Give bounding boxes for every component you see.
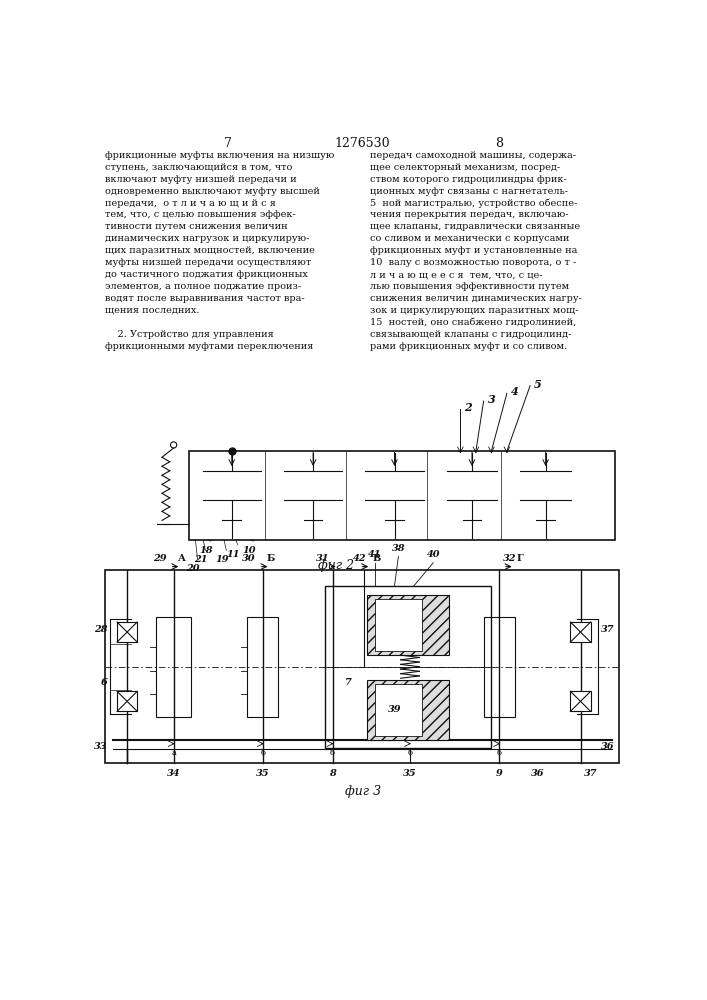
Text: тивности путем снижения величин: тивности путем снижения величин [105, 222, 288, 231]
Text: 15  ностей, оно снабжено гидролинией,: 15 ностей, оно снабжено гидролинией, [370, 318, 576, 327]
Text: 20: 20 [186, 564, 200, 573]
Text: 9: 9 [496, 769, 503, 778]
Bar [368, 595, 449, 655]
Bar [117, 622, 137, 642]
Text: 29: 29 [153, 554, 166, 563]
Text: 10  валу с возможностью поворота, о т -: 10 валу с возможностью поворота, о т - [370, 258, 576, 267]
Text: включают муфту низшей передачи и: включают муфту низшей передачи и [105, 175, 297, 184]
Text: а: а [171, 749, 176, 757]
Text: 37: 37 [585, 769, 598, 778]
Text: 21: 21 [194, 555, 207, 564]
Text: б: б [407, 749, 412, 757]
Text: связывающей клапаны с гидроцилинд-: связывающей клапаны с гидроцилинд- [370, 330, 571, 339]
Text: 41: 41 [368, 550, 382, 559]
Text: ступень, заключающийся в том, что: ступень, заключающийся в том, что [105, 163, 293, 172]
Bar [247, 617, 279, 717]
Text: 42: 42 [353, 554, 366, 563]
Text: Б: Б [267, 554, 275, 563]
Text: передачи,  о т л и ч а ю щ и й с я: передачи, о т л и ч а ю щ и й с я [105, 199, 276, 208]
Text: Г: Г [516, 554, 523, 563]
Text: б: б [496, 749, 502, 757]
Bar [368, 680, 449, 740]
Bar [117, 691, 137, 711]
Bar [571, 691, 590, 711]
Text: зок и циркулирующих паразитных мощ-: зок и циркулирующих паразитных мощ- [370, 306, 578, 315]
Text: 30: 30 [242, 554, 255, 563]
Text: ционных муфт связаны с нагнетатель-: ционных муфт связаны с нагнетатель- [370, 187, 568, 196]
Text: муфты низшей передачи осуществляют: муфты низшей передачи осуществляют [105, 258, 312, 267]
Text: со сливом и механически с корпусами: со сливом и механически с корпусами [370, 234, 569, 243]
Text: тем, что, с целью повышения эффек-: тем, что, с целью повышения эффек- [105, 210, 296, 219]
Text: 34: 34 [167, 769, 180, 778]
Bar [325, 586, 491, 748]
Text: рами фрикционных муфт и со сливом.: рами фрикционных муфт и со сливом. [370, 342, 567, 351]
Text: 5: 5 [534, 379, 542, 390]
Text: 31: 31 [317, 554, 330, 563]
Text: щения последних.: щения последних. [105, 306, 200, 315]
Bar [571, 622, 590, 642]
Text: фрикционных муфт и установленные на: фрикционных муфт и установленные на [370, 246, 577, 255]
Text: до частичного поджатия фрикционных: до частичного поджатия фрикционных [105, 270, 308, 279]
Text: щее селекторный механизм, посред-: щее селекторный механизм, посред- [370, 163, 560, 172]
Text: 3: 3 [488, 394, 495, 405]
Text: 6: 6 [101, 678, 107, 687]
Text: 7: 7 [344, 678, 351, 687]
Text: щее клапаны, гидравлически связанные: щее клапаны, гидравлически связанные [370, 222, 580, 231]
Text: 39: 39 [387, 705, 402, 714]
Text: 8: 8 [329, 769, 336, 778]
Text: 38: 38 [392, 544, 405, 553]
Text: А: А [177, 554, 185, 563]
Text: 2: 2 [464, 402, 472, 413]
Text: 19: 19 [215, 555, 228, 564]
Text: 8: 8 [495, 137, 503, 150]
Text: лью повышения эффективности путем: лью повышения эффективности путем [370, 282, 569, 291]
Text: 32: 32 [503, 554, 517, 563]
Text: 7: 7 [224, 137, 232, 150]
Text: б: б [330, 749, 335, 757]
Text: 33: 33 [94, 742, 107, 751]
Text: В: В [373, 554, 381, 563]
Text: 40: 40 [426, 550, 440, 559]
Text: 1276530: 1276530 [335, 137, 390, 150]
Bar [189, 451, 615, 540]
Text: 5  ной магистралью, устройство обеспе-: 5 ной магистралью, устройство обеспе- [370, 199, 577, 208]
Text: одновременно выключают муфту высшей: одновременно выключают муфту высшей [105, 187, 320, 196]
Text: 36: 36 [531, 769, 544, 778]
Text: 4: 4 [510, 386, 518, 397]
Text: фрикционными муфтами переключения: фрикционными муфтами переключения [105, 342, 314, 351]
Text: элементов, а полное поджатие произ-: элементов, а полное поджатие произ- [105, 282, 302, 291]
Text: 35: 35 [256, 769, 269, 778]
Text: чения перекрытия передач, включаю-: чения перекрытия передач, включаю- [370, 210, 568, 219]
Text: 11: 11 [226, 550, 240, 559]
Text: 35: 35 [403, 769, 416, 778]
Text: 18: 18 [199, 546, 213, 555]
Text: 28: 28 [94, 625, 107, 634]
Text: 2. Устройство для управления: 2. Устройство для управления [105, 330, 274, 339]
Text: передач самоходной машины, содержа-: передач самоходной машины, содержа- [370, 151, 575, 160]
Text: ством которого гидроцилиндры фрик-: ством которого гидроцилиндры фрик- [370, 175, 566, 184]
Text: фиг 2: фиг 2 [318, 559, 354, 572]
Bar [375, 599, 421, 651]
Bar [484, 617, 515, 717]
Text: л и ч а ю щ е е с я  тем, что, с це-: л и ч а ю щ е е с я тем, что, с це- [370, 270, 542, 279]
Bar [156, 617, 191, 717]
Text: снижения величин динамических нагру-: снижения величин динамических нагру- [370, 294, 582, 303]
Text: динамических нагрузок и циркулирую-: динамических нагрузок и циркулирую- [105, 234, 310, 243]
Text: фрикционные муфты включения на низшую: фрикционные муфты включения на низшую [105, 151, 335, 160]
Text: 10: 10 [242, 546, 255, 555]
Text: 37: 37 [602, 625, 615, 634]
Text: б: б [260, 749, 265, 757]
Text: щих паразитных мощностей, включение: щих паразитных мощностей, включение [105, 246, 315, 255]
Text: водят после выравнивания частот вра-: водят после выравнивания частот вра- [105, 294, 305, 303]
Bar [375, 684, 421, 736]
Text: 36: 36 [602, 742, 615, 751]
Text: фиг 3: фиг 3 [345, 785, 381, 798]
Bar [105, 570, 619, 763]
